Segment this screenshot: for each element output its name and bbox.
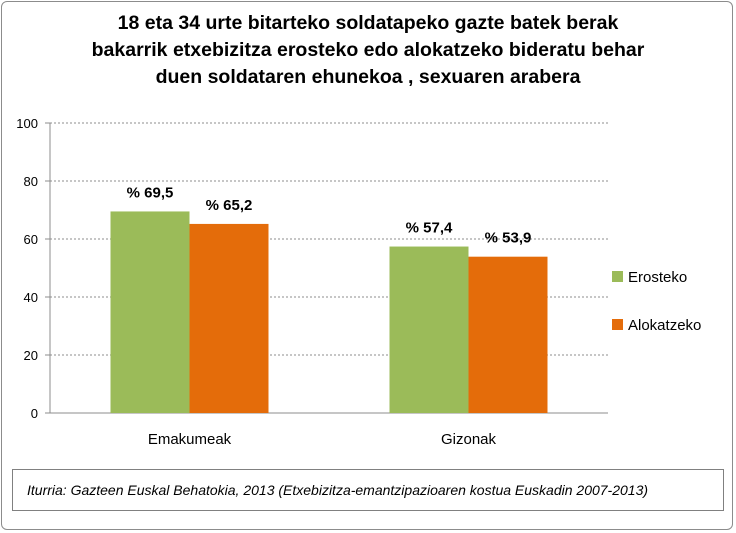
title-line-3: duen soldataren ehunekoa , sexuaren arab… (155, 66, 581, 88)
x-category-label: Emakumeak (148, 431, 232, 448)
y-tick-label: 80 (24, 174, 38, 189)
chart-title: 18 eta 34 urte bitarteko soldatapeko gaz… (40, 10, 696, 91)
bar-erosteko-emakumeak (110, 211, 190, 413)
axes: 0 20 40 60 80 100 Emakumeak Gizonak (16, 116, 608, 448)
legend-swatch-erosteko (612, 271, 623, 282)
data-label: % 57,4 (406, 220, 453, 237)
y-tick-label: 40 (24, 290, 38, 305)
title-line-1: 18 eta 34 urte bitarteko soldatapeko gaz… (117, 12, 619, 34)
y-tick-label: 0 (31, 406, 38, 421)
data-label: % 53,9 (485, 230, 532, 247)
legend-label-alokatzeko: Alokatzeko (628, 317, 701, 334)
y-tick-label: 100 (16, 116, 38, 131)
bar-alokatzeko-emakumeak (189, 223, 269, 413)
title-line-2: bakarrik etxebizitza erosteko edo alokat… (91, 39, 645, 61)
data-label: % 65,2 (206, 197, 253, 214)
source-note: Iturria: Gazteen Euskal Behatokia, 2013 … (12, 469, 724, 511)
legend-label-erosteko: Erosteko (628, 269, 687, 286)
legend: Erosteko Alokatzeko (612, 269, 701, 334)
x-category-label: Gizonak (441, 431, 497, 448)
data-label: % 69,5 (127, 184, 174, 201)
bar-erosteko-gizonak (389, 246, 469, 413)
bar-alokatzeko-gizonak (468, 256, 548, 413)
y-tick-label: 20 (24, 348, 38, 363)
data-labels: % 69,5 % 65,2 % 57,4 % 53,9 (127, 184, 532, 246)
bars (110, 211, 548, 413)
legend-swatch-alokatzeko (612, 319, 623, 330)
y-tick-label: 60 (24, 232, 38, 247)
